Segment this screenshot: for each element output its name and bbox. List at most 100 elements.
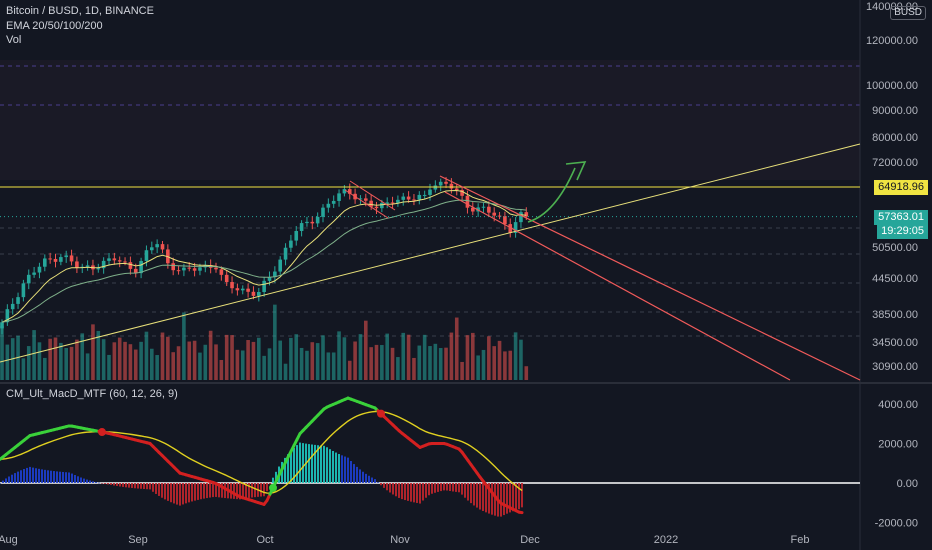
candle-body (449, 183, 454, 189)
candle-body (326, 203, 331, 208)
histogram-bar (122, 483, 124, 487)
histogram-bar (41, 469, 43, 483)
candle-body (187, 267, 192, 269)
histogram-bar (218, 483, 220, 498)
volume-bar (257, 337, 261, 380)
volume-bar (203, 344, 208, 380)
histogram-bar (470, 483, 472, 504)
volume-bar (59, 342, 63, 380)
volume-legend[interactable]: Vol (6, 34, 22, 46)
ema-legend[interactable]: EMA 20/50/100/200 (6, 20, 103, 32)
volume-bar (326, 352, 331, 380)
histogram-bar (11, 474, 13, 483)
candle-body (246, 288, 250, 292)
candle-body (171, 263, 175, 271)
histogram-bar (158, 483, 160, 496)
volume-bar (26, 346, 31, 380)
candle-body (21, 283, 26, 298)
histogram-bar (86, 479, 88, 483)
macd-cross-dot (269, 483, 277, 492)
histogram-bar (182, 483, 184, 505)
candle-body (513, 222, 518, 233)
histogram-bar (245, 483, 247, 499)
channel-lower-line (444, 191, 791, 381)
histogram-bar (314, 444, 316, 483)
histogram-bar (443, 483, 445, 491)
histogram-bar (422, 483, 424, 501)
candle-body (524, 212, 529, 217)
volume-bar (224, 334, 229, 380)
volume-bar (412, 357, 416, 380)
volume-bar (198, 352, 202, 380)
histogram-bar (335, 452, 337, 483)
histogram-bar (92, 481, 94, 483)
histogram-bar (8, 476, 10, 483)
histogram-bar (146, 483, 148, 490)
histogram-bar (263, 483, 265, 497)
candle-body (69, 255, 74, 262)
volume-bar (240, 350, 245, 380)
channel-segment (349, 180, 396, 211)
histogram-bar (38, 468, 40, 483)
time-axis-label: Aug (0, 534, 18, 546)
histogram-bar (176, 483, 178, 505)
candle-body (380, 202, 384, 209)
candle-body (321, 207, 325, 217)
candle-body (465, 195, 470, 208)
volume-bar (289, 337, 293, 380)
candle-body (406, 196, 411, 200)
candle-body (417, 194, 422, 200)
currency-badge[interactable]: BUSD (890, 6, 926, 20)
histogram-bar (512, 483, 514, 512)
histogram-bar (332, 450, 334, 483)
symbol-title[interactable]: Bitcoin / BUSD, 1D, BINANCE (6, 5, 154, 17)
volume-bar (21, 358, 26, 380)
histogram-bar (251, 483, 253, 498)
macd-tick-label: 4000.00 (878, 399, 918, 411)
candle-body (315, 216, 320, 224)
histogram-bar (341, 455, 343, 483)
time-axis-label: Sep (128, 534, 148, 546)
histogram-bar (212, 483, 214, 498)
candle-body (385, 202, 389, 204)
histogram-bar (323, 445, 325, 483)
level-price-tag: 64918.96 (874, 180, 928, 195)
volume-bar (476, 355, 480, 380)
histogram-bar (221, 483, 223, 498)
histogram-bar (452, 483, 454, 492)
candle-body (16, 297, 20, 304)
histogram-bar (224, 483, 226, 499)
macd-cross-dot (377, 409, 385, 418)
histogram-bar (287, 454, 289, 483)
price-tick-label: 30900.00 (872, 361, 918, 373)
candle-body (283, 247, 288, 260)
histogram-bar (380, 483, 382, 486)
histogram-bar (197, 483, 199, 500)
candle-body (59, 257, 63, 262)
volume-bar (380, 345, 384, 380)
candle-body (503, 216, 507, 225)
histogram-bar (110, 483, 112, 485)
projection-arrowhead (565, 161, 587, 181)
histogram-bar (410, 483, 412, 502)
candle-body (444, 181, 448, 184)
volume-bar (385, 333, 389, 380)
volume-bar (390, 347, 395, 380)
histogram-bar (440, 483, 442, 492)
histogram-bar (320, 445, 322, 483)
histogram-bar (401, 483, 403, 500)
volume-bar (465, 335, 470, 380)
histogram-bar (239, 483, 241, 500)
volume-bar (422, 334, 427, 380)
candle-body (412, 199, 416, 201)
histogram-bar (20, 470, 22, 483)
histogram-bar (68, 472, 70, 483)
histogram-bar (509, 483, 511, 513)
volume-bar (294, 334, 299, 380)
macd-legend[interactable]: CM_Ult_MacD_MTF (60, 12, 26, 9) (6, 388, 178, 400)
volume-bar (353, 341, 357, 380)
histogram-bar (65, 472, 67, 483)
histogram-bar (2, 480, 4, 483)
